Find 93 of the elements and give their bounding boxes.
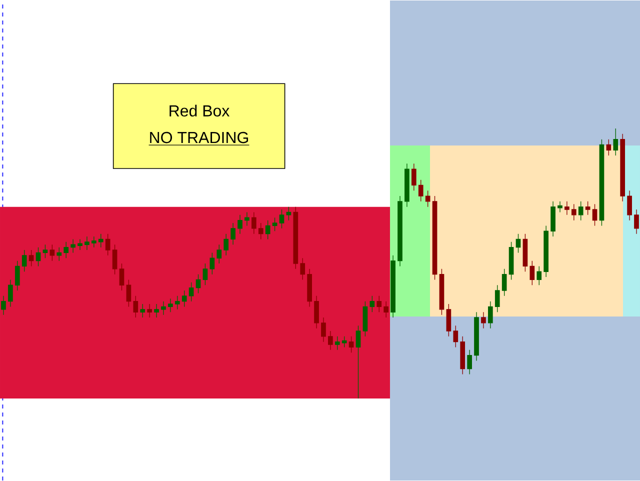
candlestick bbox=[42, 244, 48, 258]
candlestick bbox=[202, 263, 208, 286]
candlestick bbox=[321, 317, 326, 342]
candlestick bbox=[112, 244, 118, 275]
candlestick bbox=[8, 279, 13, 308]
candlestick bbox=[502, 268, 507, 296]
candlestick bbox=[92, 236, 96, 248]
candlestick bbox=[494, 284, 500, 312]
candlestick bbox=[411, 163, 416, 191]
candlestick bbox=[272, 217, 278, 232]
candlestick bbox=[384, 300, 388, 318]
candlestick bbox=[64, 242, 69, 258]
candlestick bbox=[467, 350, 472, 375]
candlestick bbox=[196, 274, 201, 294]
candlestick bbox=[216, 244, 222, 264]
candlestick bbox=[342, 336, 347, 348]
candlestick bbox=[126, 279, 132, 308]
candlestick bbox=[251, 212, 256, 234]
candlestick bbox=[627, 190, 632, 221]
candlestick bbox=[558, 201, 562, 213]
candlestick bbox=[334, 336, 340, 350]
annotation: NO TRADING bbox=[150, 132, 248, 144]
candlestick bbox=[230, 222, 236, 245]
candlestick bbox=[238, 214, 242, 234]
candlestick bbox=[300, 258, 306, 280]
candlestick bbox=[634, 209, 639, 234]
candlestick bbox=[265, 220, 270, 240]
candlestick bbox=[36, 246, 41, 267]
candlestick bbox=[530, 260, 535, 286]
text: Red Box bbox=[170, 104, 230, 117]
candlestick bbox=[592, 204, 598, 226]
candlestick bbox=[28, 250, 34, 267]
candlestick bbox=[578, 201, 584, 221]
candlestick bbox=[293, 206, 298, 270]
candlestick bbox=[564, 201, 570, 216]
candlestick bbox=[544, 225, 548, 278]
candlestick bbox=[224, 233, 229, 256]
candlestick bbox=[488, 300, 493, 329]
candlestick bbox=[620, 134, 626, 202]
candlestick bbox=[286, 206, 292, 221]
candlestick bbox=[370, 296, 375, 312]
candlestick bbox=[508, 242, 514, 280]
candlestick bbox=[362, 300, 368, 337]
candlestick bbox=[418, 179, 424, 202]
candlestick bbox=[432, 196, 438, 280]
candlestick bbox=[536, 266, 542, 286]
candlestick bbox=[133, 296, 138, 318]
candlestick bbox=[279, 209, 284, 229]
candlestick bbox=[474, 312, 479, 362]
candlestick bbox=[78, 238, 82, 250]
candlestick bbox=[14, 260, 20, 291]
candlestick bbox=[453, 325, 458, 348]
candlestick bbox=[613, 128, 618, 156]
candlestick bbox=[404, 163, 410, 208]
candlestick bbox=[22, 250, 27, 272]
candlestick bbox=[376, 296, 382, 312]
candlestick bbox=[182, 290, 187, 308]
candlestick bbox=[210, 252, 215, 275]
candlestick bbox=[460, 336, 466, 375]
candlestick bbox=[168, 298, 173, 312]
candlestick bbox=[481, 312, 486, 329]
candlestick bbox=[140, 304, 146, 318]
candlestick bbox=[1, 296, 6, 316]
candlestick bbox=[522, 233, 528, 272]
candlestick bbox=[585, 201, 590, 216]
candlestick bbox=[398, 196, 402, 267]
candlestick bbox=[307, 268, 312, 308]
candlestick bbox=[606, 138, 612, 156]
candlestick bbox=[188, 282, 194, 302]
candlestick bbox=[328, 330, 333, 350]
candlestick bbox=[147, 304, 152, 318]
candlestick bbox=[348, 336, 354, 353]
candlestick bbox=[516, 233, 521, 254]
candlestick bbox=[119, 263, 124, 291]
candlestick bbox=[425, 190, 430, 208]
candlestick bbox=[161, 300, 166, 316]
candlestick bbox=[599, 138, 604, 226]
candlestick bbox=[84, 236, 90, 250]
candlestick bbox=[314, 296, 319, 329]
candlestick bbox=[439, 268, 444, 316]
candlestick bbox=[550, 201, 556, 237]
candlestick bbox=[50, 244, 55, 262]
candlestick bbox=[446, 304, 452, 337]
candlestick bbox=[244, 212, 250, 226]
candlestick bbox=[390, 255, 396, 318]
candlestick bbox=[258, 222, 264, 240]
candlestick bbox=[98, 233, 104, 248]
candlestick bbox=[70, 238, 76, 254]
candlestick bbox=[105, 233, 110, 256]
candlestick bbox=[571, 204, 576, 221]
candlestick bbox=[154, 304, 159, 318]
candlestick bbox=[56, 246, 62, 262]
candlestick bbox=[174, 296, 180, 310]
